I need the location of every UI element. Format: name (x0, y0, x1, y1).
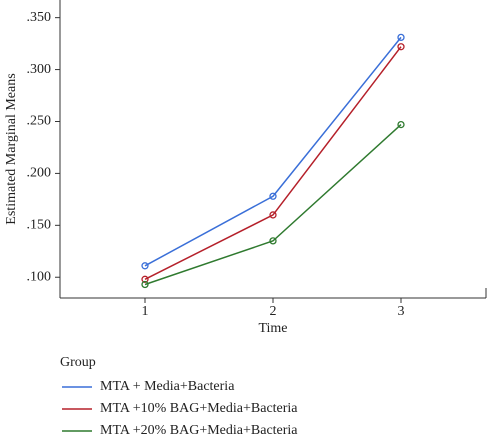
x-tick-label: 3 (398, 304, 405, 319)
point (141, 275, 149, 283)
point (141, 280, 149, 289)
legend-title: Group (60, 355, 96, 370)
y-tick-label: .350 (27, 10, 52, 25)
series-line (144, 46, 402, 280)
x-tick-label: 1 (142, 304, 149, 319)
point (269, 192, 277, 200)
point (269, 237, 277, 245)
point (397, 120, 405, 129)
x-axis-label: Time (258, 321, 287, 336)
y-tick-label: .200 (27, 166, 52, 181)
point (397, 43, 405, 51)
y-tick-label: .250 (27, 114, 52, 129)
legend-label: MTA +10% BAG+Media+Bacteria (100, 401, 298, 416)
y-tick-label: .100 (27, 269, 52, 284)
point (141, 262, 149, 270)
y-tick-label: .300 (27, 62, 52, 77)
point (269, 211, 277, 219)
y-tick-label: .150 (27, 218, 52, 233)
series-line (144, 36, 402, 267)
legend-label: MTA + Media+Bacteria (100, 379, 235, 394)
legend-label: MTA +20% BAG+Media+Bacteria (100, 423, 298, 437)
x-tick-label: 2 (270, 304, 277, 319)
series-line (144, 124, 402, 286)
point (397, 33, 405, 42)
y-axis-label: Estimated Marginal Means (4, 73, 19, 224)
